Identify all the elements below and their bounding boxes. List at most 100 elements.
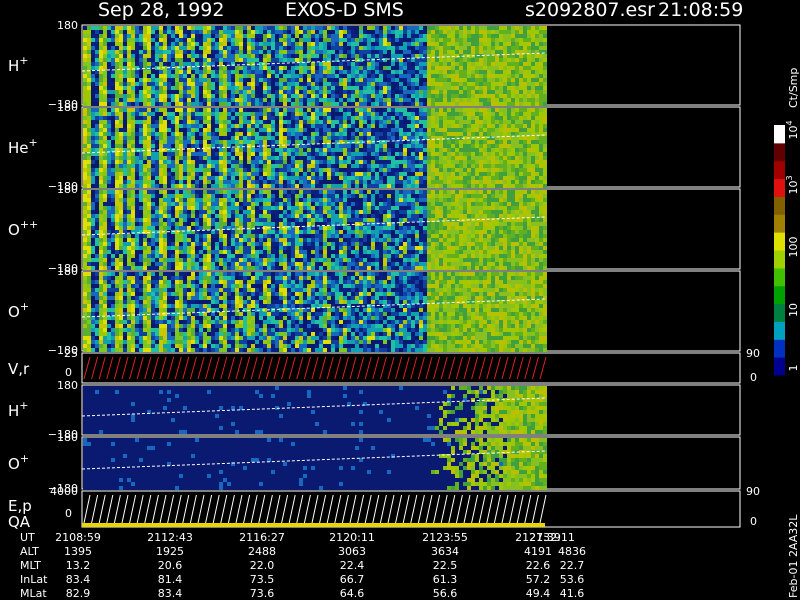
spectrogram-cell xyxy=(331,172,335,176)
spectrogram-cell xyxy=(91,198,95,202)
spectrogram-cell xyxy=(363,46,367,50)
spectrogram-cell xyxy=(207,140,211,144)
spectrogram-cell xyxy=(127,184,131,188)
spectrogram-cell xyxy=(391,120,395,124)
spectrogram-cell xyxy=(91,226,95,230)
spectrogram-cell xyxy=(263,176,267,180)
spectrogram-cell xyxy=(455,112,459,116)
spectrogram-cell xyxy=(103,258,107,262)
spectrogram-cell xyxy=(391,108,395,112)
spectrogram-cell xyxy=(535,70,539,74)
spectrogram-cell xyxy=(451,78,455,82)
spectrogram-cell xyxy=(199,94,203,98)
spectrogram-cell xyxy=(235,98,239,102)
spectrogram-cell xyxy=(119,152,123,156)
spectrogram-cell xyxy=(187,124,191,128)
spectrogram-cell xyxy=(195,54,199,58)
spectrogram-cell xyxy=(339,90,343,94)
spectrogram-cell xyxy=(151,172,155,176)
spectrogram-cell xyxy=(103,108,107,112)
spectrogram-cell xyxy=(383,86,387,90)
spectrogram-cell xyxy=(519,116,523,120)
spectrogram-cell xyxy=(347,38,351,42)
spectrogram-cell xyxy=(307,156,311,160)
spectrogram-cell xyxy=(83,230,87,234)
spectrogram-cell xyxy=(135,202,139,206)
spectrogram-cell xyxy=(451,144,455,148)
spectrogram-cell xyxy=(335,46,339,50)
spectrogram-cell xyxy=(315,62,319,66)
spectrogram-cell xyxy=(147,160,151,164)
spectrogram-cell xyxy=(287,42,291,46)
spectrogram-cell xyxy=(119,242,123,246)
spectrogram-cell xyxy=(171,148,175,152)
spectrogram-cell xyxy=(303,180,307,184)
spectrogram-cell xyxy=(379,62,383,66)
spectrogram-cell xyxy=(399,152,403,156)
spectrogram-cell xyxy=(359,164,363,168)
spectrogram-cell xyxy=(219,156,223,160)
spectrogram-cell xyxy=(127,98,131,102)
spectrogram-cell xyxy=(483,82,487,86)
spectrogram-cell xyxy=(407,78,411,82)
spectrogram-cell xyxy=(135,94,139,98)
spectrogram-cell xyxy=(403,156,407,160)
spectrogram-cell xyxy=(99,190,103,194)
spectrogram-cell xyxy=(211,172,215,176)
spectrogram-cell xyxy=(455,86,459,90)
spectrogram-cell xyxy=(175,108,179,112)
spectrogram-cell xyxy=(459,62,463,66)
spectrogram-cell xyxy=(191,120,195,124)
spectrogram-cell xyxy=(335,26,339,30)
spectrogram-cell xyxy=(167,120,171,124)
spectrogram-cell xyxy=(359,82,363,86)
spectrogram-cell xyxy=(259,58,263,62)
spectrogram-cell xyxy=(155,180,159,184)
spectrogram-cell xyxy=(263,160,267,164)
spectrogram-cell xyxy=(283,172,287,176)
spectrogram-cell xyxy=(299,62,303,66)
spectrogram-cell xyxy=(115,124,119,128)
spectrogram-cell xyxy=(499,136,503,140)
spectrogram-cell xyxy=(183,180,187,184)
spectrogram-cell xyxy=(395,136,399,140)
spectrogram-cell xyxy=(243,50,247,54)
spectrogram-cell xyxy=(99,78,103,82)
spectrogram-cell xyxy=(143,112,147,116)
spectrogram-cell xyxy=(475,116,479,120)
spectrogram-cell xyxy=(151,98,155,102)
spectrogram-cell xyxy=(131,66,135,70)
spectrogram-cell xyxy=(447,156,451,160)
spectrogram-cell xyxy=(535,136,539,140)
spectrogram-cell xyxy=(99,30,103,34)
spectrogram-cell xyxy=(523,46,527,50)
spectrogram-cell xyxy=(499,172,503,176)
spectrogram-cell xyxy=(347,94,351,98)
spectrogram-cell xyxy=(403,58,407,62)
spectrogram-cell xyxy=(139,62,143,66)
spectrogram-cell xyxy=(227,74,231,78)
spectrogram-cell xyxy=(119,144,123,148)
spectrogram-cell xyxy=(107,172,111,176)
spectrogram-cell xyxy=(431,144,435,148)
spectrogram-cell xyxy=(359,62,363,66)
spectrogram-cell xyxy=(299,42,303,46)
spectrogram-cell xyxy=(523,180,527,184)
spectrogram-cell xyxy=(163,102,167,106)
spectrogram-cell xyxy=(411,82,415,86)
spectrogram-cell xyxy=(275,54,279,58)
spectrogram-cell xyxy=(303,152,307,156)
spectrogram-cell xyxy=(139,198,143,202)
spectrogram-cell xyxy=(447,42,451,46)
spectrogram-cell xyxy=(83,164,87,168)
spectrogram-cell xyxy=(399,148,403,152)
spectrogram-cell xyxy=(119,94,123,98)
spectrogram-cell xyxy=(95,46,99,50)
spectrogram-cell xyxy=(399,180,403,184)
spectrogram-cell xyxy=(83,218,87,222)
spectrogram-cell xyxy=(231,136,235,140)
spectrogram-cell xyxy=(187,176,191,180)
spectrogram-cell xyxy=(99,222,103,226)
spectrogram-cell xyxy=(375,66,379,70)
